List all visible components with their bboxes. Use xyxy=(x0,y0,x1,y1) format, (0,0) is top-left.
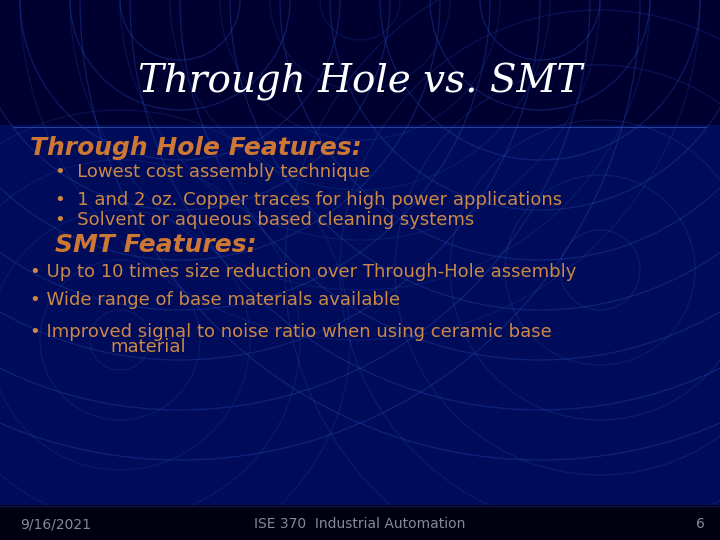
Bar xyxy=(0,505,720,540)
Text: • Wide range of base materials available: • Wide range of base materials available xyxy=(30,291,400,309)
Text: 6: 6 xyxy=(696,517,704,531)
Text: 9/16/2021: 9/16/2021 xyxy=(20,517,91,531)
Text: ISE 370  Industrial Automation: ISE 370 Industrial Automation xyxy=(254,517,466,531)
Bar xyxy=(0,0,720,125)
Text: • Up to 10 times size reduction over Through-Hole assembly: • Up to 10 times size reduction over Thr… xyxy=(30,263,577,281)
Text: Through Hole vs. SMT: Through Hole vs. SMT xyxy=(138,63,582,101)
Text: Through Hole Features:: Through Hole Features: xyxy=(30,136,361,160)
Text: •  Lowest cost assembly technique: • Lowest cost assembly technique xyxy=(55,163,370,181)
Text: •  1 and 2 oz. Copper traces for high power applications: • 1 and 2 oz. Copper traces for high pow… xyxy=(55,191,562,209)
Text: material: material xyxy=(110,338,186,356)
Text: • Improved signal to noise ratio when using ceramic base: • Improved signal to noise ratio when us… xyxy=(30,323,552,341)
Text: SMT Features:: SMT Features: xyxy=(55,233,256,257)
Bar xyxy=(0,125,720,540)
Text: •  Solvent or aqueous based cleaning systems: • Solvent or aqueous based cleaning syst… xyxy=(55,211,474,229)
